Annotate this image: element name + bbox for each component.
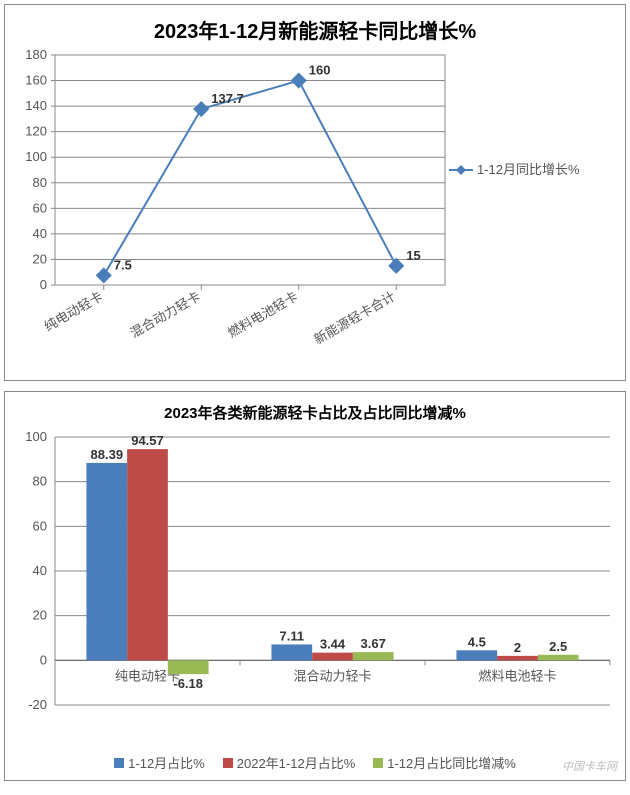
svg-text:180: 180 <box>25 50 47 62</box>
svg-text:60: 60 <box>33 200 47 215</box>
chart1-legend-label: 1-12月同比增长% <box>477 162 580 177</box>
svg-text:0: 0 <box>40 652 47 667</box>
svg-text:100: 100 <box>25 149 47 164</box>
legend-swatch <box>114 758 124 768</box>
chart1-svg: 0 20 40 60 80 100 120 140 160 180 纯电动轻卡混合动力轻卡燃料电池轻… <box>5 50 625 380</box>
svg-text:20: 20 <box>33 251 47 266</box>
legend-label: 1-12月占比% <box>128 753 205 772</box>
svg-text:7.5: 7.5 <box>114 257 132 272</box>
legend-swatch <box>373 758 383 768</box>
growth-line-chart: 2023年1-12月新能源轻卡同比增长% 0 20 40 60 80 100 120 140 1… <box>4 4 626 381</box>
chart2-title: 2023年各类新能源轻卡占比及占比同比增减% <box>5 392 625 427</box>
chart2-category-label: 混合动力轻卡 <box>293 668 371 683</box>
svg-text:7.11: 7.11 <box>280 628 305 643</box>
legend-swatch <box>223 758 233 768</box>
chart2-legend-item: 1-12月占比同比增减% <box>373 753 516 772</box>
svg-text:20: 20 <box>33 608 47 623</box>
chart2-legend-item: 2022年1-12月占比% <box>223 753 356 772</box>
svg-text:160: 160 <box>25 73 47 88</box>
svg-text:88.39: 88.39 <box>91 447 124 462</box>
legend-label: 1-12月占比同比增减% <box>387 753 516 772</box>
chart1-category-label: 燃料电池轻卡 <box>225 289 300 341</box>
legend-label: 2022年1-12月占比% <box>237 753 356 772</box>
svg-text:120: 120 <box>25 124 47 139</box>
svg-text:160: 160 <box>309 63 331 78</box>
svg-text:2.5: 2.5 <box>549 639 567 654</box>
svg-text:60: 60 <box>33 518 47 533</box>
svg-text:40: 40 <box>33 226 47 241</box>
svg-text:94.57: 94.57 <box>131 433 164 448</box>
chart2-category-label: 燃料电池轻卡 <box>478 668 556 683</box>
svg-text:3.44: 3.44 <box>320 637 346 652</box>
svg-text:4.5: 4.5 <box>468 634 486 649</box>
svg-text:15: 15 <box>406 248 420 263</box>
share-bar-chart: 2023年各类新能源轻卡占比及占比同比增减% -20020406080100纯电… <box>4 391 626 781</box>
chart1-category-label: 新能源轻卡合计 <box>311 289 397 347</box>
chart1-category-label: 纯电动轻卡 <box>41 289 105 334</box>
svg-text:80: 80 <box>33 474 47 489</box>
svg-text:80: 80 <box>33 175 47 190</box>
chart2-legend: 1-12月占比% 2022年1-12月占比% 1-12月占比同比增减% <box>5 747 625 780</box>
svg-text:137.7: 137.7 <box>211 91 244 106</box>
svg-text:140: 140 <box>25 98 47 113</box>
chart1-title: 2023年1-12月新能源轻卡同比增长% <box>5 5 625 50</box>
svg-text:-20: -20 <box>28 697 47 712</box>
svg-text:2: 2 <box>514 640 521 655</box>
svg-text:40: 40 <box>33 563 47 578</box>
chart2-svg: -20020406080100纯电动轻卡88.3994.57-6.18混合动力轻… <box>5 427 625 747</box>
svg-text:0: 0 <box>40 277 47 292</box>
chart2-legend-item: 1-12月占比% <box>114 753 205 772</box>
svg-text:3.67: 3.67 <box>361 636 386 651</box>
svg-text:-6.18: -6.18 <box>173 676 203 691</box>
chart1-category-label: 混合动力轻卡 <box>128 289 203 341</box>
svg-text:100: 100 <box>25 429 47 444</box>
